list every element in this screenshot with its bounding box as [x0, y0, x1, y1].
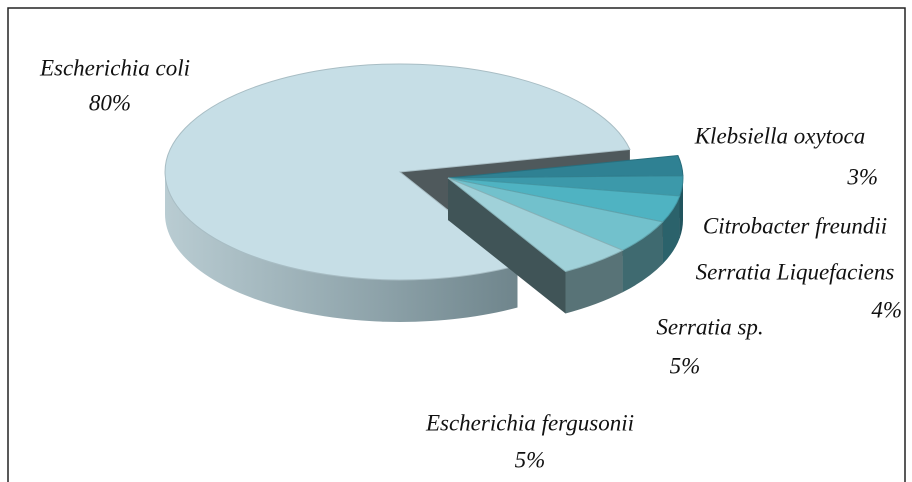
slice-name: Escherichia fergusonii	[425, 410, 634, 435]
slice-name: Citrobacter freundii	[703, 213, 887, 238]
frame	[7, 7, 906, 482]
slice-side	[565, 250, 623, 314]
slice-side	[622, 221, 663, 293]
slice-name: Klebsiella oxytoca	[694, 123, 866, 148]
labels: Klebsiella oxytoca 3% Citrobacter freundii…	[39, 55, 902, 472]
slice	[164, 63, 631, 281]
slice-name: Serratia sp.	[656, 314, 763, 339]
slice-name: Escherichia coli	[39, 55, 190, 80]
slice-percent: 3%	[846, 164, 878, 189]
slice-percent: 80%	[89, 90, 131, 115]
slice	[447, 177, 624, 273]
slice-percent: 5%	[515, 447, 546, 472]
slice-side	[165, 172, 518, 322]
slice-name: Serratia Liquefaciens	[696, 259, 895, 284]
slice-percent: 4%	[871, 297, 902, 322]
pie	[164, 63, 684, 322]
slice-side	[662, 196, 680, 264]
slice-percent: 5%	[670, 353, 701, 378]
slice-wall	[448, 178, 566, 314]
slice-side	[679, 178, 683, 238]
